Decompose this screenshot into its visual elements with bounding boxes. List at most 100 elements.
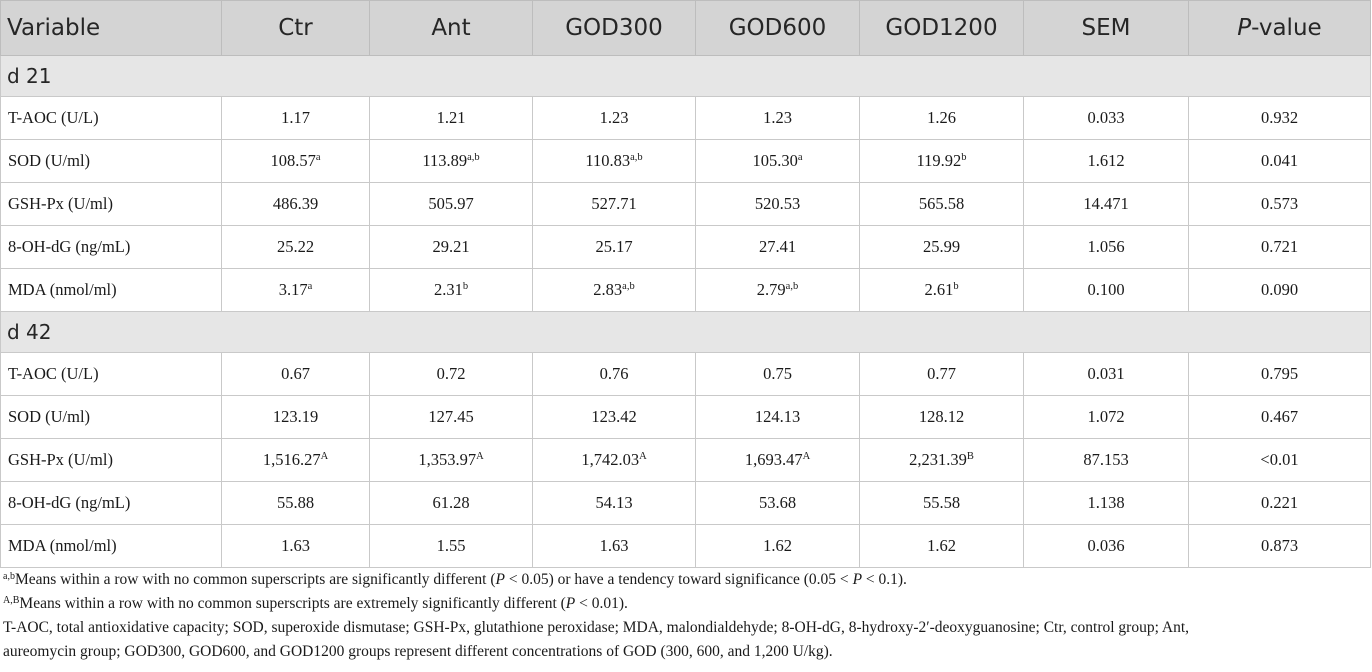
cell-value: 25.22 [276, 237, 315, 256]
value-cell: 527.71 [532, 182, 696, 226]
significance-superscript: a,b [630, 152, 643, 163]
cell-value: 54.13 [595, 493, 633, 512]
variable-cell: SOD (U/ml) [0, 139, 222, 183]
significance-superscript: B [966, 451, 974, 462]
value-cell: 27.41 [695, 225, 860, 269]
cell-value: 0.67 [281, 364, 310, 383]
cell-value: 113.89 [422, 151, 468, 170]
variable-cell: GSH-Px (U/ml) [0, 182, 222, 226]
footnote-extreme-significance: A,BMeans within a row with no common sup… [3, 592, 1369, 616]
footnote-text: < 0.05) or have a tendency toward signif… [504, 571, 853, 588]
footnote-text: < 0.01). [575, 595, 628, 612]
cell-value: 520.53 [754, 194, 801, 213]
significance-superscript: a,b [467, 152, 480, 163]
cell-value: 1,353.97 [418, 450, 477, 469]
cell-value: 2.79 [756, 280, 786, 299]
significance-superscript: A [802, 451, 811, 462]
value-cell: 2.61b [859, 268, 1024, 312]
p-value-cell: 0.873 [1188, 524, 1371, 568]
col-header-sem: SEM [1023, 0, 1189, 56]
cell-value: 2.61 [924, 280, 954, 299]
section-label: d 42 [0, 311, 1371, 353]
significance-superscript: b [961, 152, 967, 163]
footnote-text: < 0.1). [862, 571, 907, 588]
cell-value: 505.97 [428, 194, 474, 213]
cell-value: 53.68 [758, 493, 797, 512]
cell-value: 61.28 [432, 493, 470, 512]
cell-value: 0.75 [763, 364, 792, 383]
variable-cell: T-AOC (U/L) [0, 96, 222, 140]
value-cell: 61.28 [369, 481, 533, 525]
variable-cell: T-AOC (U/L) [0, 352, 222, 396]
significance-superscript: A [476, 451, 484, 462]
value-cell: 105.30a [695, 139, 860, 183]
abbreviations-line-1: T-AOC, total antioxidative capacity; SOD… [3, 619, 1190, 636]
value-cell: 25.17 [532, 225, 696, 269]
p-italic: P [1237, 15, 1252, 41]
value-cell: 1,693.47A [695, 438, 860, 482]
cell-value: 0.77 [927, 364, 956, 383]
value-cell: 3.17a [221, 268, 370, 312]
value-cell: 505.97 [369, 182, 533, 226]
italic-p: P [495, 571, 505, 588]
col-header-god1200: GOD1200 [859, 0, 1024, 56]
table-row: 8-OH-dG (ng/mL) 25.22 29.21 25.17 27.41 25.99… [0, 225, 1371, 269]
value-cell: 55.58 [859, 481, 1024, 525]
sem-cell: 0.033 [1023, 96, 1189, 140]
col-header-ctr: Ctr [221, 0, 370, 56]
cell-value: 29.21 [432, 237, 470, 256]
section-row: d 42 [0, 311, 1371, 353]
cell-value: 1,693.47 [744, 450, 803, 469]
cell-value: 0.76 [599, 364, 629, 383]
significance-superscript: a,b [622, 281, 635, 292]
table-row: T-AOC (U/L) 0.67 0.72 0.76 0.75 0.77 0.031 0.79… [0, 352, 1371, 396]
col-header-p-value: P-value [1188, 0, 1371, 56]
value-cell: 25.22 [221, 225, 370, 269]
cell-value: 1.63 [281, 536, 310, 555]
cell-value: 565.58 [918, 194, 965, 213]
value-cell: 1.26 [859, 96, 1024, 140]
value-cell: 1.23 [695, 96, 860, 140]
footnote-significance: a,bMeans within a row with no common sup… [3, 568, 1369, 592]
significance-superscript: a,b [785, 281, 799, 292]
value-cell: 119.92b [859, 139, 1024, 183]
table-row: GSH-Px (U/ml) 486.39 505.97 527.71 520.53 565… [0, 182, 1371, 226]
cell-value: 123.42 [591, 407, 637, 426]
p-value-cell: 0.721 [1188, 225, 1371, 269]
value-cell: 520.53 [695, 182, 860, 226]
value-cell: 55.88 [221, 481, 370, 525]
cell-value: 486.39 [272, 194, 319, 213]
value-cell: 2.79a,b [695, 268, 860, 312]
cell-value: 127.45 [428, 407, 474, 426]
col-header-god600: GOD600 [695, 0, 860, 56]
sem-cell: 14.471 [1023, 182, 1189, 226]
value-cell: 1,516.27A [221, 438, 370, 482]
significance-superscript: A [320, 451, 329, 462]
cell-value: 1.23 [763, 108, 792, 127]
cell-value: 1.21 [436, 108, 466, 127]
sem-cell: 1.612 [1023, 139, 1189, 183]
col-header-god300: GOD300 [532, 0, 696, 56]
cell-value: 108.57 [270, 151, 316, 170]
cell-value: 119.92 [916, 151, 962, 170]
footnote-text: Means within a row with no common supers… [14, 571, 496, 588]
cell-value: 27.41 [758, 237, 797, 256]
value-cell: 123.19 [221, 395, 370, 439]
value-cell: 1,353.97A [369, 438, 533, 482]
value-cell: 2.31b [369, 268, 533, 312]
italic-p: P [565, 595, 576, 612]
value-cell: 0.67 [221, 352, 370, 396]
cell-value: 124.13 [754, 407, 801, 426]
value-cell: 1.62 [695, 524, 860, 568]
variable-cell: MDA (nmol/ml) [0, 524, 222, 568]
cell-value: 105.30 [752, 151, 798, 170]
abbreviations-line-2: aureomycin group; GOD300, GOD600, and GO… [3, 643, 833, 660]
sem-cell: 1.056 [1023, 225, 1189, 269]
cell-value: 1.62 [763, 536, 792, 555]
footnote-marker: A,B [3, 595, 20, 606]
value-cell: 1.23 [532, 96, 696, 140]
cell-value: 2.31 [433, 280, 463, 299]
cell-value: 1.62 [927, 536, 956, 555]
p-value-cell: <0.01 [1188, 438, 1371, 482]
cell-value: 1,742.03 [581, 450, 640, 469]
